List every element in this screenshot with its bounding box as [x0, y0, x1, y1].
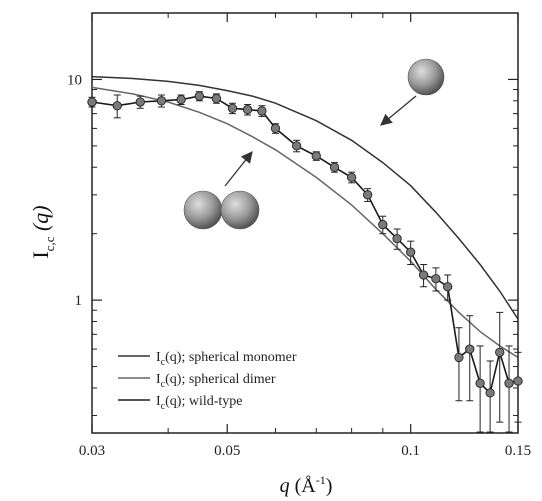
data-point-wild-type	[378, 219, 388, 230]
data-point-wild-type	[112, 101, 122, 111]
data-point-wild-type	[495, 347, 505, 357]
data-point-wild-type	[194, 91, 204, 101]
dimer-illustration	[183, 151, 260, 230]
data-point-wild-type	[292, 141, 302, 151]
dimer-arrow	[224, 151, 253, 187]
data-point-wild-type	[257, 106, 267, 116]
x-tick-label: 0.1	[401, 443, 420, 459]
data-point-wild-type	[176, 94, 186, 105]
data-point-wild-type	[270, 123, 281, 134]
series-layer	[87, 75, 523, 433]
data-point-wild-type	[87, 97, 97, 107]
svg-text:Ic(q); spherical dimer: Ic(q); spherical dimer	[156, 372, 276, 390]
data-point-wild-type	[431, 274, 441, 284]
y-tick-label: 1	[75, 293, 83, 309]
data-point-wild-type	[465, 344, 475, 354]
data-point-wild-type	[227, 103, 238, 113]
legend: Ic(q); spherical monomer Ic(q); spherica…	[118, 350, 297, 412]
data-point-wild-type	[363, 190, 373, 200]
data-point-wild-type	[329, 162, 340, 172]
svg-text:Ic(q); wild-type: Ic(q); wild-type	[156, 394, 243, 412]
axis-ticks: 0.03 0.05 0.1 0.15 1 10	[67, 13, 531, 459]
series-line-spherical-dimer	[91, 86, 519, 359]
dimer-sphere-right	[220, 190, 260, 230]
data-point-wild-type	[513, 376, 523, 386]
data-point-wild-type	[211, 93, 222, 104]
data-point-wild-type	[475, 378, 485, 388]
y-tick-label: 10	[67, 72, 82, 88]
data-point-wild-type	[346, 172, 357, 183]
legend-entry-dimer: Ic(q); spherical dimer	[118, 372, 276, 390]
data-point-wild-type	[454, 352, 464, 363]
data-point-wild-type	[392, 233, 402, 244]
y-axis-label: Ic,c (q)	[28, 205, 57, 258]
legend-entry-monomer: Ic(q); spherical monomer	[118, 350, 297, 368]
data-point-wild-type	[485, 388, 495, 398]
data-point-wild-type	[311, 151, 321, 161]
x-axis-label: q (Å-1)	[280, 473, 333, 497]
series-line-spherical-monomer	[91, 75, 519, 320]
data-point-wild-type	[418, 270, 429, 280]
x-tick-label: 0.05	[214, 443, 240, 459]
monomer-illustration	[380, 58, 445, 126]
x-tick-label: 0.03	[79, 443, 105, 459]
dimer-sphere-left	[183, 190, 223, 230]
plot-frame	[91, 12, 519, 434]
svg-text:Ic(q); spherical monomer: Ic(q); spherical monomer	[156, 350, 297, 368]
series-line-wild-type	[91, 95, 519, 395]
data-point-wild-type	[135, 97, 145, 107]
legend-entry-wild-type: Ic(q); wild-type	[118, 394, 243, 412]
data-point-wild-type	[242, 104, 253, 115]
data-point-wild-type	[156, 96, 167, 106]
x-tick-label: 0.15	[505, 443, 531, 459]
data-point-wild-type	[406, 247, 416, 257]
data-point-wild-type	[443, 282, 453, 292]
data-point-wild-type	[504, 378, 514, 388]
monomer-sphere	[407, 58, 445, 96]
monomer-arrow	[380, 95, 417, 126]
